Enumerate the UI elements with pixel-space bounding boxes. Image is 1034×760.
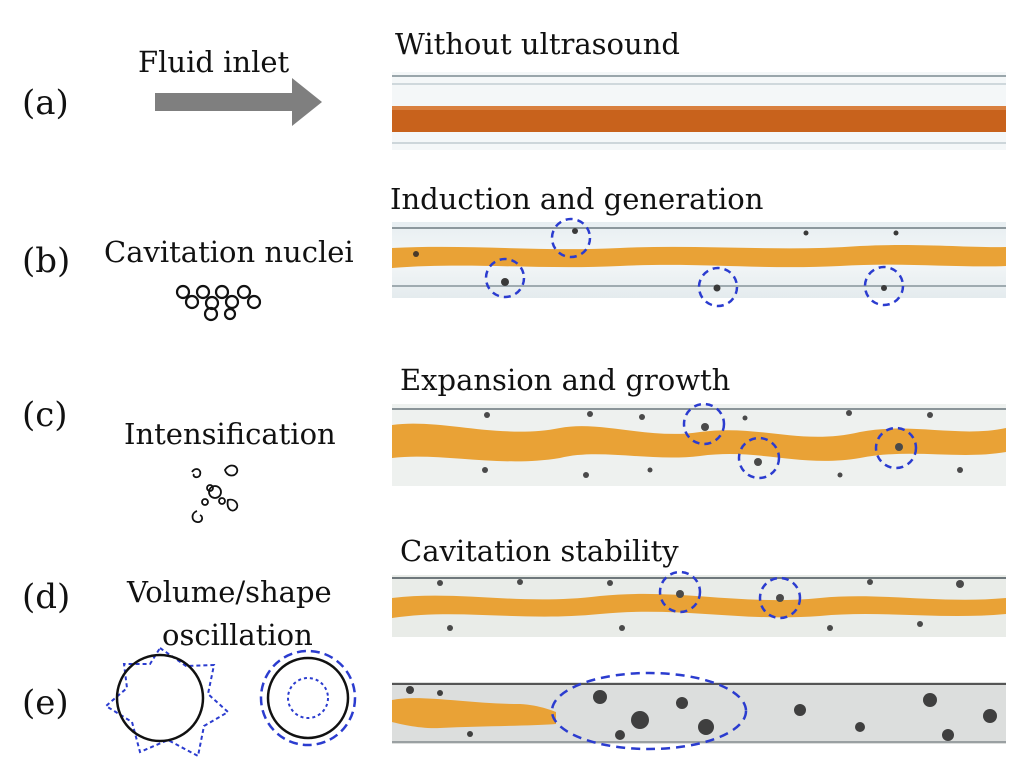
caption-a: Without ultrasound	[395, 27, 680, 61]
highlight-circle-d2	[758, 576, 802, 620]
channel-image-a	[392, 72, 1006, 150]
description-c: Intensification	[124, 417, 336, 451]
description-a: Fluid inlet	[138, 45, 290, 79]
row-label-e: (e)	[22, 683, 69, 723]
caption-b: Induction and generation	[390, 182, 764, 216]
highlight-circle-b2	[484, 257, 526, 299]
highlight-circle-b4	[863, 265, 905, 307]
description-d-line2: oscillation	[162, 618, 313, 652]
description-b: Cavitation nuclei	[104, 235, 354, 269]
nuclei-cluster-icon	[175, 284, 262, 322]
highlight-circle-b3	[697, 266, 739, 308]
channel-image-e	[392, 671, 1006, 751]
highlight-circle-c1	[682, 402, 726, 446]
row-label-b: (b)	[22, 241, 71, 281]
channel-image-d	[392, 570, 1006, 637]
highlight-ellipse-e	[550, 671, 748, 751]
intensification-icon	[191, 464, 239, 523]
highlight-circle-b1	[550, 217, 592, 259]
channel-image-c	[392, 402, 1006, 486]
channel-image-b	[392, 217, 1006, 308]
row-label-d: (d)	[22, 577, 71, 617]
highlight-circle-d1	[658, 570, 702, 614]
caption-d: Cavitation stability	[400, 534, 679, 568]
description-d-line1: Volume/shape	[127, 575, 332, 609]
shape-oscillation-icon	[104, 646, 230, 758]
highlight-circle-c2	[737, 436, 781, 480]
volume-oscillation-icon	[259, 649, 357, 747]
arrow-right-icon	[155, 78, 322, 126]
row-label-a: (a)	[22, 83, 69, 123]
row-label-c: (c)	[22, 395, 68, 435]
caption-c: Expansion and growth	[400, 363, 731, 397]
highlight-circle-c3	[874, 426, 918, 470]
